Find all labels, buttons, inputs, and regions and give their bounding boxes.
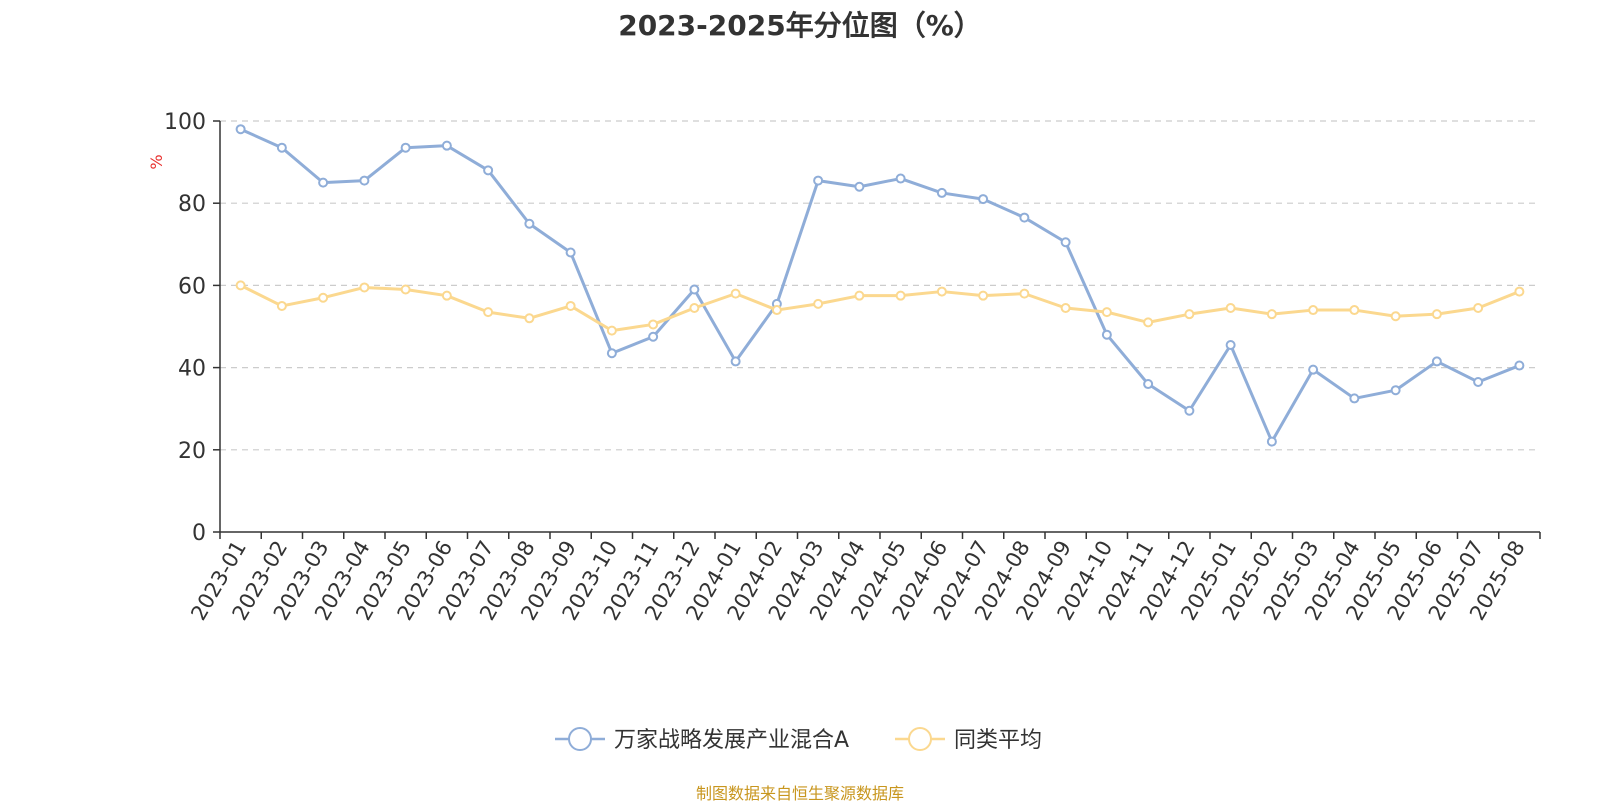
data-point (854, 290, 865, 301)
legend: 万家战略发展产业混合A 同类平均 (555, 727, 1042, 753)
data-point (648, 319, 659, 330)
series-2 (235, 280, 1525, 336)
y-tick-label: 20 (178, 439, 206, 464)
data-point (1308, 364, 1319, 375)
data-point (606, 325, 617, 336)
source-note: 制图数据来自恒生聚源数据库 (695, 784, 904, 803)
data-point (813, 175, 824, 186)
data-point (813, 298, 824, 309)
data-point (565, 300, 576, 311)
data-point (1143, 379, 1154, 390)
data-point (1225, 303, 1236, 314)
data-point (1143, 317, 1154, 328)
data-point (978, 194, 989, 205)
data-point (1473, 376, 1484, 387)
data-point (1349, 393, 1360, 404)
data-point (359, 282, 370, 293)
data-point (895, 290, 906, 301)
grid-lines (220, 120, 1540, 451)
data-point (1266, 309, 1277, 320)
legend-item-2: 同类平均 (895, 727, 1042, 753)
y-tick-label: 100 (164, 110, 206, 135)
data-point (276, 142, 287, 153)
data-point (1184, 309, 1195, 320)
data-point (483, 165, 494, 176)
data-point (1101, 307, 1112, 318)
y-tick-label: 60 (178, 274, 206, 299)
data-point (1514, 286, 1525, 297)
series (235, 124, 1525, 447)
data-point (1514, 360, 1525, 371)
legend-label: 万家战略发展产业混合A (614, 728, 849, 753)
data-point (441, 140, 452, 151)
chart-title: 2023-2025年分位图（%） (618, 9, 982, 42)
data-point (1349, 305, 1360, 316)
data-point (936, 286, 947, 297)
data-point (1390, 385, 1401, 396)
legend-label: 同类平均 (954, 728, 1042, 753)
series-line (239, 284, 1520, 333)
data-point (1019, 212, 1030, 223)
data-point (854, 181, 865, 192)
series-1 (235, 124, 1525, 447)
data-point (1308, 305, 1319, 316)
y-tick-label: 40 (178, 357, 206, 382)
legend-marker (908, 727, 932, 751)
data-point (648, 331, 659, 342)
data-point (524, 218, 535, 229)
data-point (400, 142, 411, 153)
data-point (441, 290, 452, 301)
data-point (1101, 329, 1112, 340)
y-axis-label: % (147, 154, 166, 169)
y-tick-label: 80 (178, 192, 206, 217)
data-point (730, 356, 741, 367)
legend-marker (568, 727, 592, 751)
data-point (1431, 356, 1442, 367)
data-point (483, 307, 494, 318)
data-point (730, 288, 741, 299)
data-point (1060, 237, 1071, 248)
series-line (240, 127, 1520, 444)
data-point (606, 348, 617, 359)
data-point (936, 187, 947, 198)
data-point (978, 290, 989, 301)
data-point (359, 175, 370, 186)
data-point (1266, 436, 1277, 447)
data-point (565, 247, 576, 258)
legend-item-1: 万家战略发展产业混合A (555, 727, 849, 753)
data-point (1390, 311, 1401, 322)
data-point (318, 177, 329, 188)
data-point (1019, 288, 1030, 299)
data-point (276, 300, 287, 311)
data-point (235, 124, 246, 135)
data-point (1060, 303, 1071, 314)
data-point (1473, 303, 1484, 314)
data-point (1184, 405, 1195, 416)
data-point (524, 313, 535, 324)
data-point (235, 280, 246, 291)
data-point (689, 284, 700, 295)
data-point (318, 292, 329, 303)
data-point (400, 284, 411, 295)
data-point (1431, 309, 1442, 320)
data-point (895, 173, 906, 184)
data-point (1225, 339, 1236, 350)
data-point (689, 303, 700, 314)
y-tick-label: 0 (192, 521, 206, 546)
data-point (771, 305, 782, 316)
